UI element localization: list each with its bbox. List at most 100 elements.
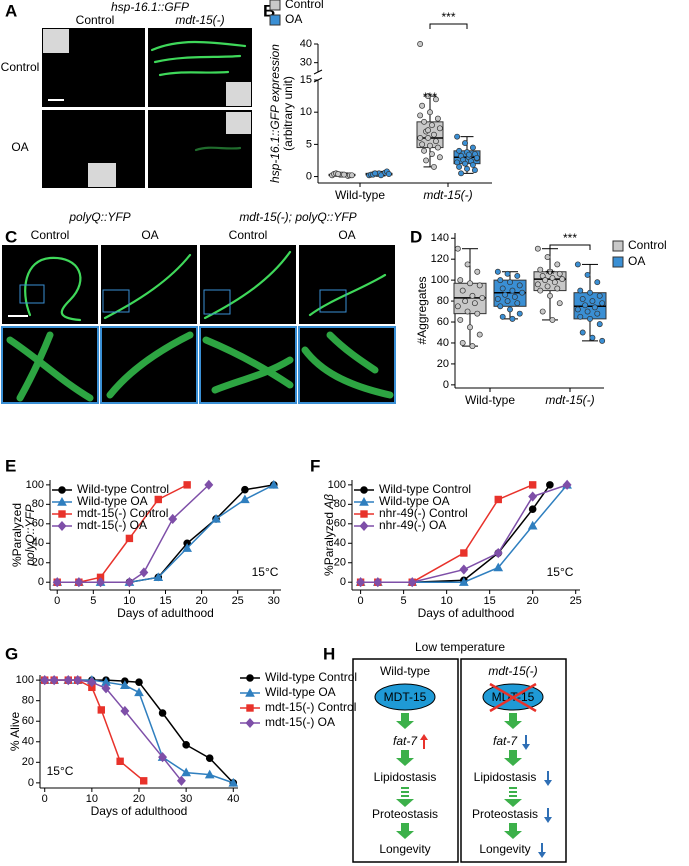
panel-title: hsp-16.1::GFP	[111, 0, 189, 14]
data-point	[511, 293, 518, 300]
y-tick-label: 80	[32, 498, 44, 510]
y-axis-label: %Paralyzed Aβ	[322, 494, 336, 576]
data-point	[373, 577, 383, 588]
data-point	[348, 172, 355, 179]
y-tick-label: 140	[431, 232, 449, 244]
legend-marker	[359, 496, 369, 506]
x-tick-label: 20	[133, 793, 145, 805]
data-point	[460, 549, 468, 557]
data-point	[458, 170, 465, 177]
inset	[226, 112, 251, 134]
data-point	[124, 577, 134, 588]
data-point	[462, 140, 468, 147]
data-point	[211, 513, 221, 523]
data-point	[241, 485, 249, 494]
data-point	[467, 324, 473, 331]
x-tick-label: Wild-type	[335, 188, 385, 202]
data-point	[139, 567, 149, 578]
data-point	[427, 109, 433, 116]
data-point	[385, 171, 392, 177]
data-point	[502, 291, 509, 298]
legend-label: Wild-type Control	[265, 670, 357, 684]
inset	[88, 163, 116, 187]
significance: **	[545, 267, 555, 281]
x-tick-label: 20	[195, 595, 207, 607]
data-point	[73, 675, 83, 686]
data-point	[596, 321, 603, 328]
x-tick-label: 15	[159, 595, 171, 607]
worm	[6, 331, 94, 402]
data-point	[587, 289, 593, 296]
y-tick-label: 40	[22, 736, 34, 748]
data-point	[125, 534, 134, 543]
step: Proteostasis	[372, 807, 438, 821]
y-axis-label: #Aggregates	[415, 276, 429, 344]
data-point	[469, 343, 476, 350]
data-point	[507, 279, 513, 286]
x-tick-label: 10	[123, 595, 135, 607]
y-tick-label: 10	[300, 106, 312, 118]
data-point	[551, 279, 558, 286]
data-point	[507, 306, 513, 313]
y-tick-label: 40	[334, 537, 346, 549]
annotation: 15°C	[47, 764, 74, 778]
data-point	[594, 279, 601, 286]
x-tick-label: 30	[268, 595, 280, 607]
legend-swatch	[612, 240, 624, 252]
x-tick-label: 25	[570, 595, 582, 607]
y-tick-label: 60	[32, 518, 44, 530]
x-tick-label: 5	[90, 595, 96, 607]
data-point	[101, 683, 111, 694]
y-tick-label: 0	[28, 777, 34, 789]
data-point	[579, 329, 586, 336]
diagram-title: Low temperature	[415, 640, 505, 654]
step: Lipidostasis	[474, 770, 537, 784]
x-tick-label: mdt-15(-)	[423, 188, 472, 202]
data-point	[176, 775, 186, 786]
zoom-box	[319, 289, 347, 313]
data-point	[158, 709, 167, 717]
y-tick-label: 60	[334, 518, 346, 530]
zoom-box	[102, 289, 130, 313]
data-point	[594, 310, 601, 317]
data-point	[417, 41, 424, 47]
up-arrow	[420, 734, 428, 749]
data-point	[464, 261, 471, 268]
data-point	[497, 303, 504, 310]
x-tick-label: 0	[358, 595, 364, 607]
data-point	[464, 165, 470, 172]
data-point	[432, 138, 439, 145]
significance: ***	[441, 10, 455, 24]
y-tick-label: 80	[334, 498, 346, 510]
column-header: mdt-15(-)	[488, 664, 537, 678]
data-point	[547, 292, 553, 299]
data-point	[534, 281, 541, 288]
y-tick-label: 40	[437, 337, 449, 349]
data-point	[591, 304, 598, 311]
x-axis-label: Days of adulthood	[117, 606, 214, 620]
data-point	[547, 268, 553, 275]
annotation: 15°C	[252, 565, 279, 579]
data-point	[96, 577, 105, 588]
data-point	[457, 277, 464, 284]
data-point	[87, 677, 97, 688]
legend-marker	[245, 717, 255, 729]
data-point	[528, 505, 537, 514]
legend-label: Control	[285, 0, 324, 11]
data-point	[554, 285, 561, 292]
worm	[106, 331, 194, 399]
legend-label: OA	[285, 12, 302, 26]
cross	[489, 682, 537, 713]
x-tick-label: 10	[86, 793, 98, 805]
panel-label: C	[5, 227, 17, 246]
y-tick-label: 20	[22, 756, 34, 768]
data-point	[579, 296, 586, 302]
data-point	[476, 331, 483, 338]
data-point	[534, 245, 541, 252]
y-axis-label: (arbitrary unit)	[281, 76, 295, 151]
legend-label: Wild-type OA	[379, 494, 450, 508]
data-point	[419, 102, 426, 109]
zoom-box	[19, 284, 45, 304]
panel-label: E	[5, 456, 16, 475]
data-point	[596, 292, 603, 299]
